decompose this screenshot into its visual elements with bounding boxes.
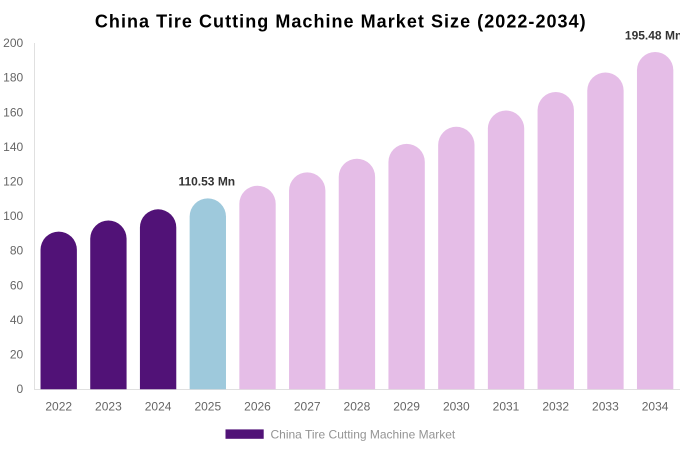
svg-text:China Tire Cutting Machine Mar: China Tire Cutting Machine Market Size (…	[95, 11, 587, 31]
svg-text:110.53 Mn: 110.53 Mn	[178, 175, 235, 189]
svg-text:2028: 2028	[344, 400, 371, 414]
svg-text:2032: 2032	[542, 400, 569, 414]
svg-text:140: 140	[3, 140, 23, 154]
svg-text:100: 100	[3, 209, 23, 223]
svg-text:2026: 2026	[244, 400, 271, 414]
svg-text:2034: 2034	[642, 400, 669, 414]
svg-text:200: 200	[3, 36, 23, 50]
svg-text:180: 180	[3, 71, 23, 85]
svg-text:120: 120	[3, 175, 23, 189]
svg-text:2031: 2031	[493, 400, 520, 414]
svg-text:40: 40	[10, 313, 24, 327]
svg-text:80: 80	[10, 244, 24, 258]
svg-text:2030: 2030	[443, 400, 470, 414]
svg-text:2029: 2029	[393, 400, 420, 414]
svg-text:2023: 2023	[95, 400, 122, 414]
svg-text:195.48 Mn: 195.48 Mn	[625, 29, 680, 43]
svg-text:2024: 2024	[145, 400, 172, 414]
svg-text:China Tire Cutting Machine Mar: China Tire Cutting Machine Market	[271, 427, 456, 441]
svg-text:2027: 2027	[294, 400, 321, 414]
svg-text:2022: 2022	[45, 400, 72, 414]
svg-text:2025: 2025	[194, 400, 221, 414]
svg-text:20: 20	[10, 348, 24, 362]
svg-text:160: 160	[3, 105, 23, 119]
svg-text:2033: 2033	[592, 400, 619, 414]
svg-text:60: 60	[10, 278, 24, 292]
svg-text:0: 0	[17, 382, 24, 396]
